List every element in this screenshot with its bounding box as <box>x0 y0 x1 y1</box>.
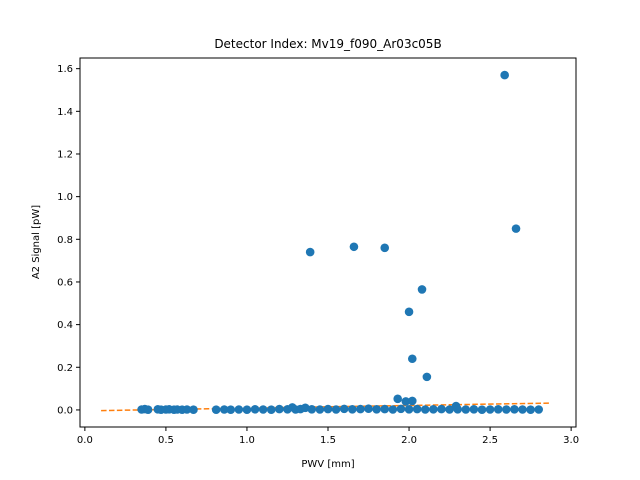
plot-area-frame <box>79 57 577 428</box>
data-point <box>143 405 153 415</box>
data-point <box>189 405 198 415</box>
data-point <box>437 404 446 414</box>
data-point <box>211 405 221 415</box>
data-point <box>315 405 325 414</box>
data-point <box>393 394 402 404</box>
data-point <box>182 405 192 414</box>
data-point <box>266 405 276 415</box>
data-point <box>461 405 471 414</box>
x-tick-label: 2.0 <box>401 435 417 446</box>
data-point <box>380 404 390 414</box>
data-point <box>234 405 244 414</box>
data-point <box>396 404 406 414</box>
data-point <box>429 404 438 414</box>
data-point <box>407 354 417 364</box>
data-point <box>469 404 479 414</box>
data-point <box>372 404 381 414</box>
x-tick-label: 0.0 <box>77 435 93 446</box>
data-point <box>331 405 341 414</box>
y-tick-label: 0.0 <box>57 405 73 416</box>
y-tick-label: 1.2 <box>57 149 73 160</box>
data-point <box>518 405 527 414</box>
data-point <box>307 404 317 414</box>
x-tick-label: 0.5 <box>158 435 174 446</box>
x-tick-label: 1.5 <box>320 435 336 446</box>
y-tick-label: 0.6 <box>57 277 73 288</box>
data-point <box>502 405 511 414</box>
data-point <box>339 404 349 414</box>
data-point <box>348 404 357 414</box>
data-point <box>477 405 487 415</box>
data-point <box>401 397 411 406</box>
y-tick-label: 1.0 <box>57 192 73 203</box>
y-tick-label: 1.6 <box>57 64 73 75</box>
y-axis-label: A2 Signal [pW] <box>31 205 42 279</box>
y-tick-label: 0.2 <box>57 363 73 374</box>
y-tick-label: 1.4 <box>57 107 73 118</box>
data-point <box>349 242 359 252</box>
data-point <box>388 405 398 414</box>
data-point <box>445 405 454 414</box>
data-point <box>301 403 310 413</box>
data-point <box>404 404 414 414</box>
x-axis: 0.0 0.5 1.0 1.5 2.0 2.5 3.0 <box>77 427 579 446</box>
data-point <box>219 405 229 414</box>
data-point <box>250 404 260 414</box>
data-point <box>258 405 268 414</box>
data-point <box>242 405 252 415</box>
y-axis: 0.0 0.2 0.4 0.6 0.8 1.0 1.2 1.4 1.6 <box>57 64 80 416</box>
x-tick-label: 1.0 <box>239 435 255 446</box>
data-point <box>407 396 417 406</box>
data-point <box>305 247 315 257</box>
data-point <box>364 404 373 413</box>
data-point <box>526 405 535 415</box>
y-tick-label: 0.4 <box>57 320 73 331</box>
x-tick-label: 3.0 <box>563 435 579 446</box>
data-point <box>485 405 495 414</box>
data-point <box>511 224 521 233</box>
data-point <box>420 405 430 414</box>
data-point <box>500 70 509 80</box>
chart-title: Detector Index: Mv19_f090_Ar03c05B <box>214 37 441 51</box>
data-point <box>417 285 427 294</box>
data-point <box>323 404 333 414</box>
data-point <box>275 404 284 414</box>
data-point <box>534 405 544 414</box>
x-axis-label: PWV [mm] <box>301 459 354 470</box>
data-point <box>453 404 462 414</box>
data-point <box>422 372 432 382</box>
x-tick-label: 2.5 <box>482 435 498 446</box>
data-point <box>412 404 422 414</box>
y-tick-label: 0.8 <box>57 235 73 246</box>
data-point <box>226 405 236 415</box>
data-point <box>493 404 503 414</box>
data-series <box>137 70 544 415</box>
data-point <box>380 243 390 253</box>
data-point <box>510 404 519 414</box>
data-point <box>356 404 365 414</box>
data-point <box>404 307 414 317</box>
